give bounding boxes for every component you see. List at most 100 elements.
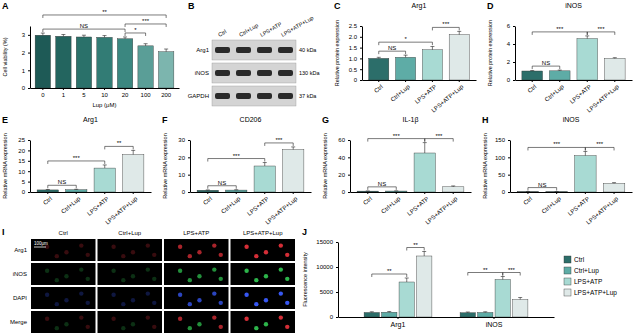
significance-bracket bbox=[265, 143, 293, 146]
tick-label: 20 bbox=[122, 92, 129, 98]
y-tick: 10 bbox=[178, 172, 190, 178]
tick-label: Ctrl bbox=[522, 196, 533, 207]
bar bbox=[603, 183, 625, 192]
cell-signal bbox=[254, 302, 258, 306]
y-tick: 0 bbox=[502, 189, 510, 195]
tick-mark bbox=[367, 192, 368, 194]
y-axis-title: Relative protein expression bbox=[334, 20, 340, 86]
significance-bracket bbox=[208, 186, 236, 189]
tick-mark bbox=[293, 192, 294, 194]
bar bbox=[399, 282, 414, 317]
bar bbox=[382, 312, 397, 317]
cell-signal bbox=[152, 253, 156, 257]
error-bar bbox=[234, 189, 238, 190]
y-tick: 20 bbox=[338, 172, 350, 178]
significance-label: NS bbox=[538, 182, 546, 188]
cell-signal bbox=[152, 325, 156, 329]
significance-bracket bbox=[379, 51, 406, 54]
significance-bracket bbox=[468, 273, 503, 276]
cell-signal bbox=[244, 317, 248, 321]
cell-signal bbox=[79, 267, 83, 271]
tick-mark bbox=[336, 267, 338, 268]
error-bar bbox=[103, 165, 107, 168]
legend-swatch bbox=[564, 256, 571, 263]
error-bar bbox=[46, 189, 50, 190]
y-tick: 0.5 bbox=[349, 67, 362, 73]
legend-label: Ctrl+Lup bbox=[574, 267, 599, 275]
tick-label: Ctrl+Lup bbox=[60, 195, 82, 215]
significance-bracket bbox=[48, 161, 105, 164]
error-bar bbox=[144, 44, 148, 46]
blot-band bbox=[278, 47, 293, 53]
significance-bracket bbox=[407, 248, 424, 251]
significance-label: * bbox=[404, 36, 407, 42]
error-bar bbox=[394, 190, 398, 191]
plot: 0204060Relative mRNA expressionCtrlCtrl+… bbox=[322, 133, 472, 226]
cell-signal bbox=[131, 322, 135, 326]
x-tick: Ctrl+Lup bbox=[389, 80, 411, 103]
tick-mark bbox=[378, 80, 379, 82]
cell-signal bbox=[121, 278, 125, 282]
cell-signal bbox=[219, 277, 223, 281]
bar bbox=[35, 35, 50, 88]
y-axis-title: Cell viability (%) bbox=[2, 37, 8, 76]
y-tick: 1.0 bbox=[349, 56, 362, 62]
significance-label: *** bbox=[435, 133, 443, 139]
cell-signal bbox=[254, 278, 258, 282]
bar bbox=[138, 46, 153, 88]
x-tick: 1 bbox=[62, 88, 66, 98]
significance-label: NS bbox=[218, 180, 226, 186]
bar bbox=[97, 37, 112, 88]
panel-letter: C bbox=[334, 1, 341, 11]
chart-title: iNOS bbox=[565, 2, 582, 9]
tick-mark bbox=[360, 48, 362, 49]
tick-label: iNOS bbox=[486, 321, 503, 328]
panel: D0246Relative protein expressionCtrlCtrl… bbox=[487, 1, 633, 114]
tick-mark bbox=[527, 192, 528, 194]
cell-signal bbox=[212, 243, 216, 247]
error-bar bbox=[501, 277, 505, 280]
tick-label: 1 bbox=[22, 68, 26, 74]
size-label: 40 kDa bbox=[299, 47, 317, 53]
panel-letter: D bbox=[487, 1, 494, 11]
tick-label: 15 bbox=[18, 158, 25, 164]
y-tick: 50 bbox=[498, 172, 510, 178]
axis-line bbox=[351, 192, 472, 193]
micrograph bbox=[164, 287, 229, 309]
row-label: Arg1 bbox=[196, 47, 209, 53]
cell-signal bbox=[188, 326, 192, 330]
significance-label: NS bbox=[388, 45, 396, 51]
tick-label: LPS+ATP+Lup bbox=[585, 195, 620, 225]
cell-signal bbox=[131, 274, 135, 278]
x-axis-title: Lup (μM) bbox=[92, 102, 116, 108]
tick-mark bbox=[424, 192, 425, 194]
tick-label: Ctrl bbox=[373, 84, 384, 95]
y-axis: 00.51.01.52.02.5 bbox=[349, 23, 363, 83]
chart-title: Arg1 bbox=[412, 2, 427, 10]
significance-label: *** bbox=[553, 141, 561, 147]
significance-bracket bbox=[368, 139, 425, 142]
column-label: Ctrl bbox=[59, 230, 68, 236]
blot-band bbox=[278, 70, 293, 76]
cell-signal bbox=[264, 274, 268, 278]
tick-label: LPS+ATP+Lup bbox=[586, 83, 621, 113]
cell-signal bbox=[197, 298, 201, 302]
tick-mark bbox=[28, 88, 30, 89]
tick-mark bbox=[559, 80, 560, 82]
x-tick: LPS+ATP+Lup bbox=[430, 80, 465, 114]
tick-mark bbox=[614, 80, 615, 82]
cell-signal bbox=[254, 254, 258, 258]
cell-signal bbox=[55, 278, 59, 282]
cell-signal bbox=[55, 254, 59, 258]
tick-label: 5 bbox=[82, 92, 86, 98]
tick-mark bbox=[28, 140, 30, 141]
cell-signal bbox=[188, 278, 192, 282]
tick-mark bbox=[28, 35, 30, 36]
tick-label: 0 bbox=[342, 189, 346, 195]
tick-mark bbox=[42, 88, 43, 90]
tick-mark bbox=[360, 58, 362, 59]
blot-band bbox=[236, 47, 251, 53]
tick-label: LPS+ATP+Lup bbox=[264, 195, 299, 225]
x-tick: LPS+ATP+Lup bbox=[424, 192, 459, 226]
marks bbox=[35, 33, 174, 88]
